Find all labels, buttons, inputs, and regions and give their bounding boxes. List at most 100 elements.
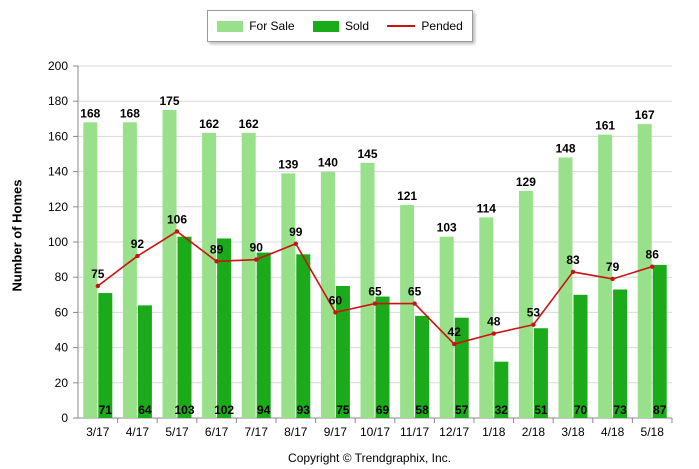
- pended-point: [570, 269, 576, 275]
- bar-sold: [652, 264, 667, 418]
- x-tick-label: 3/18: [561, 425, 585, 439]
- bar-sold: [494, 361, 509, 418]
- pended-point: [135, 253, 140, 259]
- y-tick-label: 60: [55, 305, 69, 319]
- bars: [83, 110, 667, 418]
- bar-sold: [296, 254, 311, 418]
- data-label-sold: 51: [534, 403, 548, 417]
- data-label-pended: 48: [487, 315, 501, 329]
- pended-point: [293, 241, 298, 246]
- axes: 0 20 40 60 80 100 120 140 160 180 200 3/17 4/17 5/17 6…: [48, 59, 673, 439]
- bar-sold: [217, 238, 232, 418]
- legend: For Sale Sold Pended: [207, 10, 473, 42]
- bar-sold: [98, 293, 113, 418]
- y-tick-label: 20: [55, 376, 69, 390]
- pended-point: [452, 341, 457, 347]
- bar-for-sale: [202, 132, 217, 418]
- data-label-for-sale: 162: [199, 117, 219, 131]
- data-label-pended: 75: [91, 267, 105, 281]
- pended-line: [95, 229, 655, 347]
- x-tick-label: 4/18: [601, 425, 625, 439]
- bar-for-sale: [637, 124, 652, 418]
- bar-for-sale: [479, 217, 494, 418]
- x-tick-label: 1/18: [482, 425, 506, 439]
- bar-for-sale: [122, 122, 137, 418]
- y-tick-label: 140: [48, 165, 68, 179]
- x-tick-label: 11/17: [400, 425, 429, 439]
- data-label-sold: 93: [297, 403, 311, 417]
- data-label-for-sale: 129: [516, 175, 536, 189]
- data-label-pended: 65: [408, 285, 422, 299]
- x-tick-label: 6/17: [205, 425, 229, 439]
- data-label-sold: 102: [214, 403, 234, 417]
- pended-point: [491, 331, 496, 336]
- y-tick-label: 200: [48, 59, 68, 73]
- y-tick-label: 80: [55, 270, 69, 284]
- x-tick-label: 7/17: [245, 425, 269, 439]
- data-label-sold: 58: [415, 403, 429, 417]
- data-label-sold: 64: [138, 403, 152, 417]
- data-label-for-sale: 162: [239, 117, 259, 131]
- data-label-sold: 70: [574, 403, 588, 417]
- data-label-pended: 79: [606, 260, 620, 274]
- data-label-for-sale: 103: [437, 221, 457, 235]
- legend-swatch-sold: [312, 20, 339, 32]
- data-label-for-sale: 145: [357, 147, 377, 161]
- bar-sold: [256, 252, 271, 418]
- data-label-for-sale: 167: [635, 108, 655, 122]
- data-label-pended: 92: [131, 237, 145, 251]
- data-label-pended: 53: [527, 306, 541, 320]
- data-label-sold: 57: [455, 403, 469, 417]
- pended-point: [412, 301, 417, 306]
- legend-label-sold: Sold: [344, 19, 369, 33]
- data-label-pended: 90: [250, 241, 264, 255]
- pended-point: [174, 229, 180, 234]
- copyright-text: Copyright © Trendgraphix, Inc.: [288, 451, 451, 465]
- data-label-for-sale: 161: [595, 119, 615, 133]
- pended-point: [95, 283, 101, 289]
- bar-sold: [375, 296, 390, 418]
- y-tick-label: 40: [55, 341, 69, 355]
- x-tick-label: 9/17: [324, 425, 348, 439]
- data-label-pended: 106: [167, 212, 187, 226]
- legend-swatch-for-sale: [217, 20, 244, 32]
- pended-point: [610, 276, 615, 282]
- data-label-sold: 94: [257, 403, 271, 417]
- data-label-for-sale: 168: [80, 106, 100, 120]
- data-label-pended: 65: [368, 285, 382, 299]
- y-tick-label: 180: [48, 94, 68, 108]
- data-label-sold: 71: [99, 403, 113, 417]
- data-label-for-sale: 139: [278, 157, 298, 171]
- legend-item-pended: Pended: [387, 19, 463, 33]
- data-label-sold: 69: [376, 403, 390, 417]
- pended-point: [650, 264, 655, 269]
- data-label-for-sale: 121: [397, 189, 417, 203]
- data-label-pended: 60: [329, 293, 343, 307]
- data-label-sold: 75: [336, 403, 350, 417]
- x-tick-label: 3/17: [86, 425, 110, 439]
- data-label-pended: 86: [646, 248, 660, 262]
- bar-for-sale: [518, 190, 533, 418]
- data-label-sold: 103: [174, 403, 194, 417]
- bar-for-sale: [598, 134, 613, 418]
- data-labels: 168 71 168 64 175 103 162 102 162 94 139 93 140 75 145…: [80, 94, 666, 417]
- data-label-sold: 32: [495, 403, 509, 417]
- data-label-for-sale: 148: [555, 142, 575, 156]
- data-label-pended: 83: [566, 253, 580, 267]
- data-label-for-sale: 114: [477, 201, 497, 215]
- pended-point: [214, 259, 219, 264]
- y-tick-label: 100: [48, 235, 68, 249]
- bar-for-sale: [558, 157, 573, 418]
- x-tick-label: 5/18: [641, 425, 665, 439]
- pended-point: [333, 310, 338, 315]
- data-label-pended: 99: [289, 225, 303, 239]
- x-tick-label: 8/17: [284, 425, 308, 439]
- bar-for-sale: [83, 122, 98, 418]
- pended-point: [531, 322, 536, 327]
- bar-sold: [613, 289, 628, 418]
- data-label-for-sale: 175: [159, 94, 179, 108]
- legend-item-for-sale: For Sale: [217, 19, 295, 33]
- bar-sold: [137, 305, 152, 418]
- x-tick-label: 12/17: [439, 425, 469, 439]
